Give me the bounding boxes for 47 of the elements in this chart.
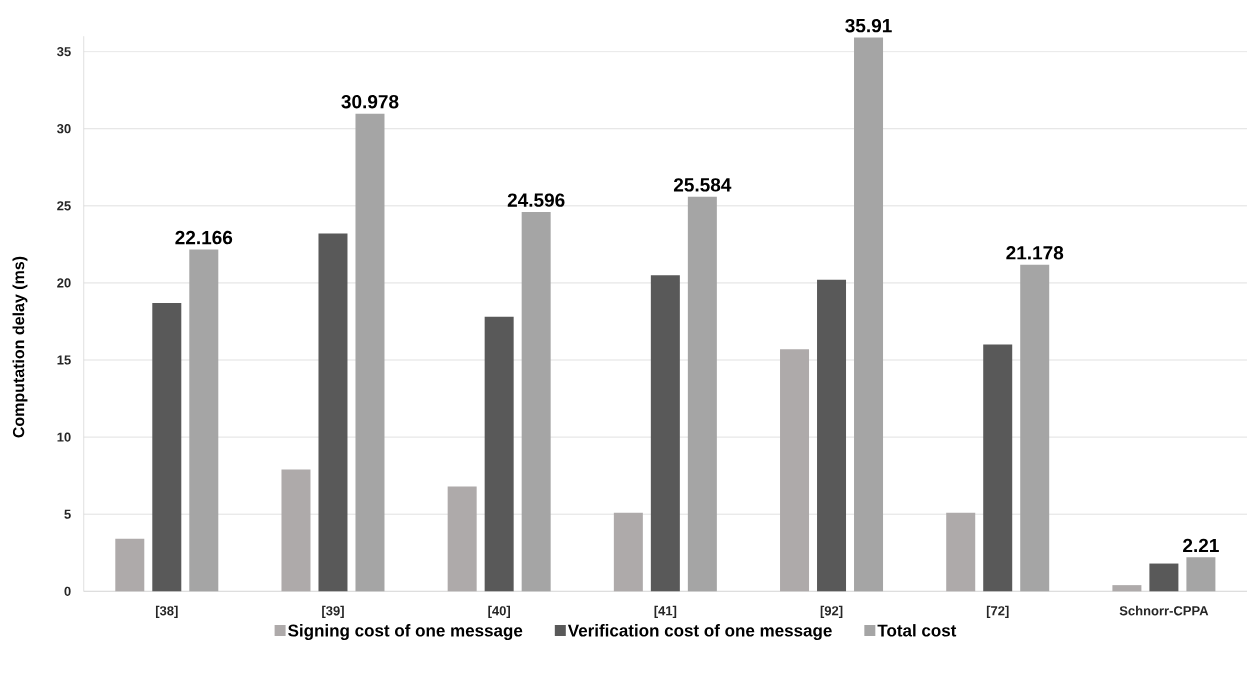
bar [780, 349, 810, 592]
x-tick-label: Schnorr-CPPA [1119, 605, 1209, 616]
x-tick-label: [38] [155, 605, 178, 618]
data-label: 22.166 [175, 230, 233, 245]
bar [854, 37, 884, 592]
data-label: 35.91 [845, 18, 892, 33]
bar [115, 538, 145, 592]
bar [1186, 557, 1216, 592]
y-tick-label: 15 [57, 355, 71, 365]
x-tick-label: [40] [488, 605, 510, 618]
bar [1149, 563, 1179, 592]
legend-label: Signing cost of one message [288, 624, 523, 641]
bar [281, 469, 311, 592]
bar [613, 512, 643, 592]
bar [817, 279, 847, 592]
bar [355, 113, 385, 592]
bar [946, 512, 976, 592]
data-label: 2.21 [1183, 538, 1219, 553]
y-tick-label: 30 [57, 124, 71, 134]
bar [152, 302, 182, 592]
y-tick-label: 5 [64, 509, 71, 519]
x-tick-label: [72] [986, 605, 1009, 618]
y-tick-label: 10 [57, 432, 71, 442]
bar [447, 486, 477, 592]
y-tick-label: 0 [64, 586, 71, 596]
bar [484, 316, 514, 592]
x-tick-label: [92] [820, 605, 843, 618]
y-tick-label: 20 [57, 278, 71, 288]
bar [189, 249, 219, 592]
y-axis-title: Computation delay (ms) [12, 256, 28, 438]
bar [1112, 585, 1142, 592]
bar [650, 275, 680, 592]
bar [687, 196, 717, 592]
legend-label: Verification cost of one message [567, 624, 832, 641]
y-tick-label: 35 [57, 47, 71, 57]
bar [521, 212, 551, 592]
bar [983, 344, 1013, 592]
data-label: 25.584 [673, 178, 732, 192]
data-label: 24.596 [507, 193, 565, 207]
bar [1020, 264, 1050, 592]
legend-label: Total cost [877, 624, 957, 637]
data-label: 21.178 [1006, 246, 1064, 260]
bar [318, 233, 348, 592]
y-tick-label: 25 [57, 201, 71, 211]
x-tick-label: [41] [654, 605, 677, 618]
data-label: 30.978 [341, 94, 399, 109]
x-tick-label: [39] [322, 605, 344, 618]
